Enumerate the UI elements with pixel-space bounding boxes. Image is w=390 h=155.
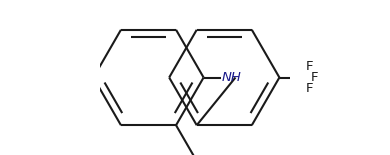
Text: NH: NH	[221, 71, 241, 84]
Text: F: F	[306, 82, 313, 95]
Text: F: F	[311, 71, 318, 84]
Text: F: F	[306, 60, 313, 73]
